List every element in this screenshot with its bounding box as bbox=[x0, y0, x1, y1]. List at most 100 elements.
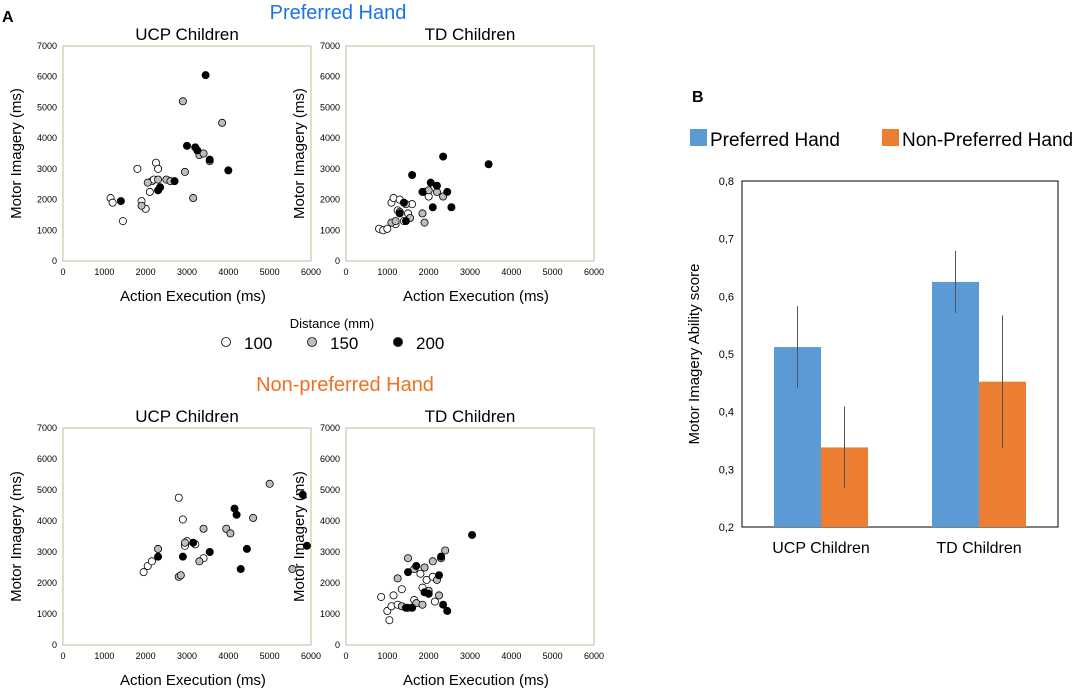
data-point-200 bbox=[424, 589, 433, 598]
x-tick-label: 3000 bbox=[460, 267, 480, 277]
x-tick-label: 4000 bbox=[501, 267, 521, 277]
x-tick-label: 3000 bbox=[460, 651, 480, 661]
data-point-200 bbox=[242, 544, 251, 553]
data-point-200 bbox=[468, 530, 477, 539]
data-point-200 bbox=[302, 541, 311, 550]
data-point-150 bbox=[176, 571, 185, 580]
data-point-200 bbox=[432, 181, 441, 190]
x-tick-label: 6000 bbox=[301, 267, 321, 277]
nonpreferred-hand-section-title: Non-preferred Hand bbox=[256, 374, 434, 396]
x-tick-label: 4000 bbox=[218, 267, 238, 277]
data-point-100 bbox=[430, 597, 439, 606]
x-axis-title: Action Execution (ms) bbox=[403, 672, 549, 689]
data-point-100 bbox=[385, 616, 394, 625]
data-point-150 bbox=[226, 529, 235, 538]
x-tick-label: 2000 bbox=[136, 267, 156, 277]
y-tick-label: 5000 bbox=[37, 102, 57, 112]
data-point-150 bbox=[249, 513, 258, 522]
x-tick-label: 1000 bbox=[377, 267, 397, 277]
preferred-hand-section-title: Preferred Hand bbox=[270, 2, 407, 24]
y-tick-label: 6000 bbox=[37, 454, 57, 464]
data-point-150 bbox=[199, 524, 208, 533]
legend-marker-150 bbox=[307, 337, 317, 347]
x-tick-label: 4000 bbox=[501, 651, 521, 661]
data-point-100 bbox=[416, 569, 425, 578]
data-point-150 bbox=[393, 574, 402, 583]
y-tick-label: 7000 bbox=[37, 423, 57, 433]
data-point-100 bbox=[139, 568, 148, 577]
y-tick-label: 4000 bbox=[37, 133, 57, 143]
x-tick-label: 6000 bbox=[301, 651, 321, 661]
legend-swatch-preferred-hand bbox=[690, 129, 707, 146]
x-tick-label: 5000 bbox=[260, 651, 280, 661]
y-tick-label: 7000 bbox=[320, 423, 340, 433]
data-point-100 bbox=[422, 575, 431, 584]
plot-area bbox=[345, 45, 595, 262]
y-tick-label: 2000 bbox=[320, 578, 340, 588]
data-point-200 bbox=[399, 198, 408, 207]
data-point-150 bbox=[199, 149, 208, 158]
data-point-100 bbox=[174, 493, 183, 502]
data-point-150 bbox=[180, 167, 189, 176]
x-tick-label: 0 bbox=[60, 651, 65, 661]
subplot-title: UCP Children bbox=[135, 25, 239, 44]
data-point-200 bbox=[443, 606, 452, 615]
y-axis-title: Motor Imagery (ms) bbox=[8, 88, 25, 219]
subplot-title: TD Children bbox=[425, 25, 516, 44]
x-axis-title: Action Execution (ms) bbox=[120, 672, 266, 689]
x-axis-title: Action Execution (ms) bbox=[403, 288, 549, 305]
data-point-100 bbox=[154, 164, 163, 173]
data-point-200 bbox=[205, 548, 214, 557]
subplot-title: UCP Children bbox=[135, 407, 239, 426]
bar-y-tick-label: 0,6 bbox=[719, 291, 734, 303]
y-tick-label: 3000 bbox=[37, 164, 57, 174]
data-point-200 bbox=[434, 571, 443, 580]
bar-y-axis-title: Motor Imagery Ability score bbox=[686, 264, 703, 445]
scatter-nonpreferred-ucp: UCP Children Action Execution (ms) Motor I… bbox=[8, 407, 321, 689]
bar-y-tick-label: 0,5 bbox=[719, 349, 734, 361]
data-point-200 bbox=[428, 203, 437, 212]
legend-marker-100 bbox=[221, 337, 231, 347]
data-point-100 bbox=[397, 585, 406, 594]
y-tick-label: 3000 bbox=[320, 547, 340, 557]
data-point-150 bbox=[391, 217, 400, 226]
x-tick-label: 6000 bbox=[584, 651, 604, 661]
data-point-200 bbox=[189, 538, 198, 547]
data-point-150 bbox=[218, 118, 227, 127]
data-point-200 bbox=[232, 510, 241, 519]
bar-y-tick-label: 0,2 bbox=[719, 522, 734, 534]
y-tick-label: 2000 bbox=[37, 578, 57, 588]
x-tick-label: 1000 bbox=[94, 267, 114, 277]
x-tick-label: 0 bbox=[343, 651, 348, 661]
hand-legend: Preferred Hand Non-Preferred Hand bbox=[690, 129, 1073, 151]
x-tick-label: 5000 bbox=[543, 651, 563, 661]
x-tick-label: 6000 bbox=[584, 267, 604, 277]
data-point-150 bbox=[434, 591, 443, 600]
x-tick-label: 3000 bbox=[177, 267, 197, 277]
y-tick-label: 6000 bbox=[37, 72, 57, 82]
bar-plot-area bbox=[741, 180, 1059, 528]
bar-category-label: TD Children bbox=[936, 540, 1021, 557]
data-point-200 bbox=[408, 603, 417, 612]
bar-chart-motor-imagery-ability: 0,2 0,3 0,4 0,5 0,6 0,7 0,8 Motor Imagery Abili… bbox=[686, 176, 1059, 557]
y-axis-title: Motor Imagery (ms) bbox=[8, 471, 25, 602]
data-point-150 bbox=[180, 538, 189, 547]
y-tick-label: 1000 bbox=[37, 609, 57, 619]
data-point-200 bbox=[298, 490, 307, 499]
x-tick-label: 0 bbox=[343, 267, 348, 277]
y-tick-label: 3000 bbox=[37, 547, 57, 557]
data-point-200 bbox=[193, 146, 202, 155]
x-tick-label: 0 bbox=[60, 267, 65, 277]
data-point-150 bbox=[441, 546, 450, 555]
data-point-150 bbox=[418, 209, 427, 218]
legend-marker-200 bbox=[393, 337, 403, 347]
data-point-200 bbox=[156, 183, 165, 192]
scatter-preferred-ucp: UCP Children Action Execution (ms) Motor I… bbox=[8, 25, 321, 305]
data-point-150 bbox=[195, 557, 204, 566]
legend-label-nonpreferred-hand: Non-Preferred Hand bbox=[902, 130, 1073, 151]
data-point-200 bbox=[178, 552, 187, 561]
scatter-nonpreferred-td: TD Children Action Execution (ms) Motor Im… bbox=[291, 407, 604, 689]
data-point-200 bbox=[403, 568, 412, 577]
y-tick-label: 0 bbox=[52, 256, 57, 266]
data-point-150 bbox=[154, 544, 163, 553]
